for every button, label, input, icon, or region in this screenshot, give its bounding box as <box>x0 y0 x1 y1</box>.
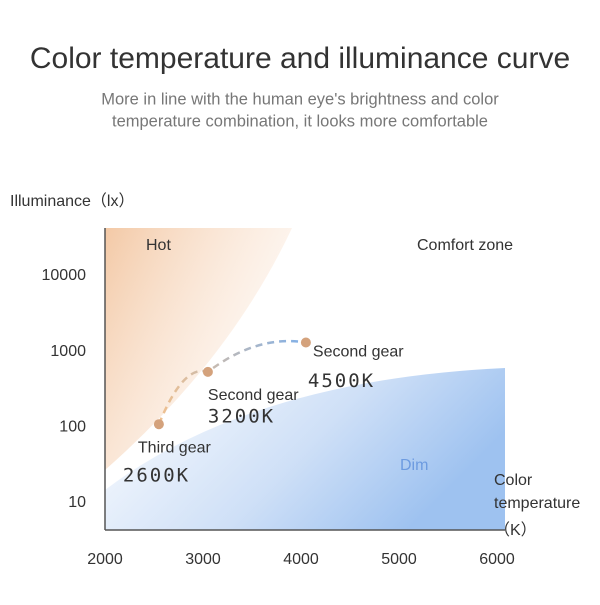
point-label: Third gear <box>138 439 212 456</box>
y-tick-label: 10 <box>68 494 86 511</box>
y-tick-label: 10000 <box>42 267 87 284</box>
y-tick-label: 100 <box>59 419 86 436</box>
point-value: 2600K <box>123 465 190 487</box>
subtitle: More in line with the human eye's bright… <box>101 90 499 108</box>
zone-label: Comfort zone <box>417 237 513 254</box>
zone-label: Hot <box>146 237 171 254</box>
dim-zone <box>105 368 505 530</box>
point <box>300 337 311 348</box>
x-axis-label: （K） <box>494 521 537 539</box>
subtitle: temperature combination, it looks more c… <box>112 112 488 130</box>
x-tick-label: 3000 <box>185 551 221 568</box>
zone-label: Dim <box>400 457 428 474</box>
x-axis-label: temperature <box>494 495 580 512</box>
point-value: 3200K <box>208 405 275 427</box>
x-axis-label: Color <box>494 472 533 489</box>
x-tick-label: 6000 <box>479 551 515 568</box>
point-value: 4500K <box>308 370 375 392</box>
x-tick-label: 2000 <box>87 551 123 568</box>
x-tick-label: 5000 <box>381 551 417 568</box>
point <box>202 366 213 377</box>
y-tick-label: 1000 <box>50 343 86 360</box>
point <box>153 419 164 430</box>
point-label: Second gear <box>208 387 299 404</box>
x-tick-label: 4000 <box>283 551 319 568</box>
hot-zone <box>105 228 292 470</box>
title: Color temperature and illuminance curve <box>30 42 570 75</box>
y-axis-label: Illuminance（lx） <box>10 192 135 210</box>
point-label: Second gear <box>313 344 404 361</box>
